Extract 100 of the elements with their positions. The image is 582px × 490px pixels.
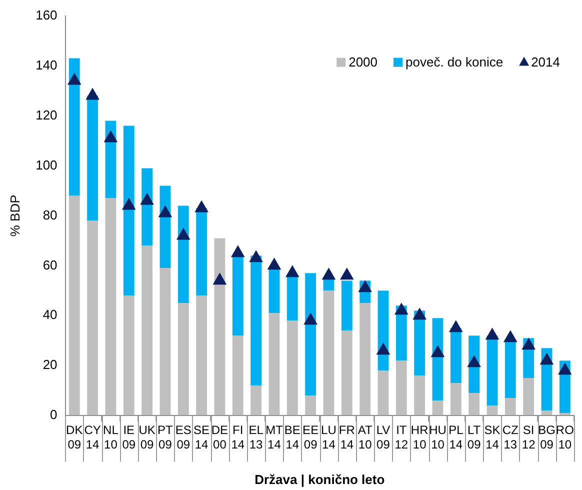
x-tick-label: EE 09 <box>302 423 319 452</box>
point <box>68 73 81 85</box>
bar <box>541 410 552 416</box>
x-axis-title: Država | konično leto <box>254 472 385 487</box>
point <box>249 250 263 262</box>
bar <box>123 126 134 296</box>
bar <box>486 406 498 416</box>
point <box>104 130 118 142</box>
x-tick-label: HU 10 <box>429 423 446 452</box>
point <box>468 356 481 368</box>
bar <box>504 340 516 398</box>
point <box>213 273 226 285</box>
x-tick-label: CY 14 <box>84 423 101 452</box>
x-tick-label: UK 09 <box>138 423 156 452</box>
bar <box>268 268 280 314</box>
point <box>486 328 499 340</box>
y-tick-label: 20 <box>42 357 58 372</box>
bar <box>486 336 498 406</box>
x-tick-label: IE 09 <box>122 423 136 452</box>
bar <box>142 168 152 246</box>
bar <box>178 303 189 416</box>
x-tick-label: ES 09 <box>175 423 192 452</box>
point <box>504 330 517 342</box>
x-tick-label: SE 14 <box>194 423 210 452</box>
bar <box>504 398 516 416</box>
point <box>358 280 372 292</box>
point <box>268 258 281 270</box>
x-tick-label: IT 12 <box>394 423 408 452</box>
bar <box>178 206 189 304</box>
y-axis-title: % BDP <box>7 194 22 237</box>
x-tick-label: MT 14 <box>266 423 284 452</box>
bar <box>323 290 334 416</box>
bar <box>142 246 152 416</box>
x-tick-label: SI 12 <box>522 423 536 452</box>
bar <box>432 400 444 416</box>
point <box>449 320 462 332</box>
bar <box>341 280 352 331</box>
point <box>376 343 390 355</box>
bar <box>160 268 171 416</box>
point <box>286 266 299 278</box>
point <box>540 353 554 365</box>
point <box>122 198 136 210</box>
point <box>176 228 190 240</box>
point <box>558 363 572 375</box>
bar <box>68 58 80 196</box>
x-tick-label: LU 14 <box>321 423 336 452</box>
legend-label: 2014 <box>531 54 560 70</box>
bar <box>123 296 134 416</box>
y-tick-label: 140 <box>36 57 58 72</box>
x-tick-label: NL 10 <box>103 423 119 452</box>
bar <box>450 328 462 384</box>
bar <box>250 256 262 386</box>
bar <box>396 360 407 416</box>
y-tick-label: 0 <box>50 407 58 422</box>
x-tick-label: DE 00 <box>211 423 228 452</box>
bar <box>250 386 262 416</box>
y-tick-label: 80 <box>42 207 58 222</box>
point <box>86 88 100 100</box>
bar <box>468 393 480 416</box>
x-tick-label: BG 09 <box>538 423 556 452</box>
y-tick-label: 100 <box>36 157 58 172</box>
bar <box>232 256 244 336</box>
bar <box>414 310 426 376</box>
point <box>304 313 318 325</box>
x-tick-label: DK 09 <box>66 423 83 452</box>
x-tick-label: LV 09 <box>376 423 390 452</box>
bar <box>305 273 316 396</box>
bar <box>268 313 280 416</box>
legend-label: poveč. do konice <box>406 54 504 70</box>
point <box>522 338 536 350</box>
point <box>231 246 244 258</box>
y-tick-label: 40 <box>42 307 58 322</box>
bar <box>232 336 244 416</box>
bar <box>196 296 207 416</box>
y-tick-label: 60 <box>42 257 58 272</box>
y-tick-label: 120 <box>36 107 58 122</box>
legend-label: 2000 <box>348 54 378 70</box>
point <box>140 193 154 205</box>
bar <box>87 220 98 416</box>
bar <box>286 320 298 416</box>
x-tick-label: SK 14 <box>484 423 500 452</box>
bar <box>196 208 207 296</box>
y-tick-label: 160 <box>36 7 58 22</box>
bar <box>414 376 426 416</box>
x-tick-label: PT 09 <box>158 423 174 452</box>
point <box>394 303 408 315</box>
point <box>431 346 444 358</box>
x-tick-label: RO 10 <box>556 423 574 452</box>
point <box>158 206 172 218</box>
bar <box>305 396 316 416</box>
x-tick-label: BE 14 <box>284 423 300 452</box>
x-tick-label: AT 10 <box>358 423 373 452</box>
bar <box>360 303 371 416</box>
x-tick-label: EL 13 <box>248 423 264 452</box>
bar <box>214 238 226 416</box>
x-tick-label: FI 14 <box>231 423 245 452</box>
x-tick-label: LT 09 <box>467 423 482 452</box>
x-tick-label: HR 10 <box>410 423 429 452</box>
bar <box>68 196 80 416</box>
bar <box>105 198 116 416</box>
